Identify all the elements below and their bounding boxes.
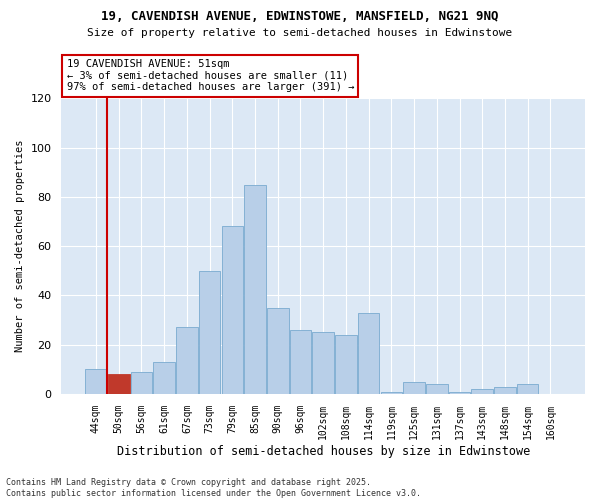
X-axis label: Distribution of semi-detached houses by size in Edwinstowe: Distribution of semi-detached houses by … [116,444,530,458]
Bar [517,384,538,394]
Bar [154,362,175,394]
Text: 19 CAVENDISH AVENUE: 51sqm
← 3% of semi-detached houses are smaller (11)
97% of : 19 CAVENDISH AVENUE: 51sqm ← 3% of semi-… [67,60,354,92]
Bar [494,386,516,394]
Bar [403,382,425,394]
Bar [426,384,448,394]
Bar [358,312,379,394]
Text: 19, CAVENDISH AVENUE, EDWINSTOWE, MANSFIELD, NG21 9NQ: 19, CAVENDISH AVENUE, EDWINSTOWE, MANSFI… [101,10,499,23]
Bar [199,271,220,394]
Bar [313,332,334,394]
Bar [335,335,357,394]
Bar [176,328,197,394]
Y-axis label: Number of semi-detached properties: Number of semi-detached properties [15,140,25,352]
Bar [108,374,130,394]
Bar [472,389,493,394]
Bar [244,184,266,394]
Bar [221,226,243,394]
Bar [267,308,289,394]
Text: Size of property relative to semi-detached houses in Edwinstowe: Size of property relative to semi-detach… [88,28,512,38]
Bar [380,392,402,394]
Text: Contains HM Land Registry data © Crown copyright and database right 2025.
Contai: Contains HM Land Registry data © Crown c… [6,478,421,498]
Bar [449,392,470,394]
Bar [131,372,152,394]
Bar [290,330,311,394]
Bar [85,370,107,394]
